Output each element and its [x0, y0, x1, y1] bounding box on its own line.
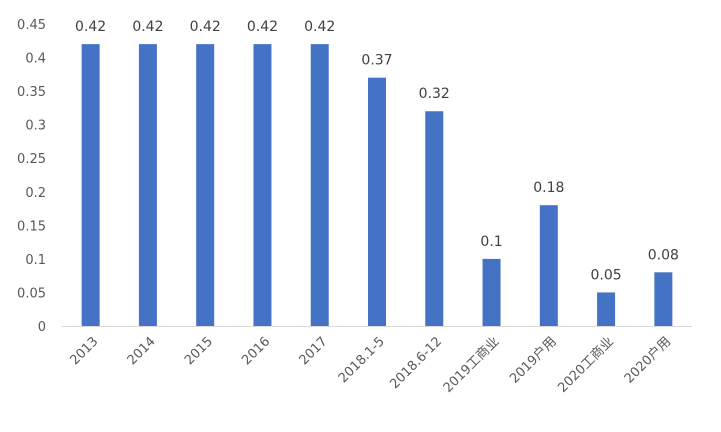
x-tick-label: 2014	[125, 334, 159, 368]
x-tick-label: 2020户用	[621, 334, 674, 387]
x-tick-label: 2013	[67, 334, 101, 368]
data-label-8: 0.18	[533, 180, 564, 196]
data-label-10: 0.08	[648, 247, 679, 263]
x-tick-label: 2016	[239, 334, 273, 368]
y-tick-label: 0.15	[17, 219, 46, 234]
y-axis-ticks: 0 0.05 0.1 0.15 0.2 0.25 0.3 0.35 0.4 0.45	[17, 18, 46, 335]
y-tick-label: 0.05	[17, 286, 46, 301]
x-tick-label: 2017	[297, 334, 331, 368]
bar-9	[597, 292, 616, 326]
y-tick-label: 0.25	[17, 152, 46, 167]
x-tick-label: 2020工商业	[555, 334, 617, 396]
bars-group	[81, 44, 673, 327]
data-labels-group: 0.42 0.42 0.42 0.42 0.42 0.37 0.32 0.1 0.18 0.05 0…	[75, 19, 679, 283]
bar-3	[253, 44, 272, 327]
bar-6	[425, 111, 444, 326]
x-tick-label: 2015	[182, 334, 216, 368]
x-axis-labels: 2013 2014 2015 2016 2017 2018.1-5 2018.6-12201…	[67, 334, 674, 396]
bar-0	[81, 44, 100, 327]
data-label-2: 0.42	[190, 19, 221, 35]
data-label-1: 0.42	[132, 19, 163, 35]
y-tick-label: 0.2	[25, 186, 46, 201]
data-label-4: 0.42	[304, 19, 335, 35]
data-label-7: 0.1	[480, 234, 502, 250]
y-tick-label: 0.35	[17, 85, 46, 100]
y-tick-label: 0	[38, 320, 46, 335]
y-tick-label: 0.4	[25, 52, 46, 67]
bar-10	[654, 272, 673, 326]
data-label-9: 0.05	[591, 267, 622, 283]
x-tick-label: 2019户用	[507, 334, 560, 387]
y-tick-label: 0.45	[17, 18, 46, 33]
data-label-6: 0.32	[419, 86, 450, 102]
bar-4	[310, 44, 329, 327]
y-tick-label: 0.1	[25, 253, 46, 268]
data-label-0: 0.42	[75, 19, 106, 35]
y-tick-label: 0.3	[25, 119, 46, 134]
x-tick-label: 2018.1-5	[336, 334, 388, 386]
bar-1	[138, 44, 157, 327]
bar-5	[368, 77, 386, 326]
data-label-3: 0.42	[247, 19, 278, 35]
data-label-5: 0.37	[361, 53, 392, 69]
bar-2	[196, 44, 215, 327]
x-tick-label: 2019工商业	[441, 334, 503, 396]
bar-7	[482, 258, 501, 326]
x-tick-label: 2018.6-12	[387, 334, 445, 392]
bar-8	[539, 205, 558, 326]
